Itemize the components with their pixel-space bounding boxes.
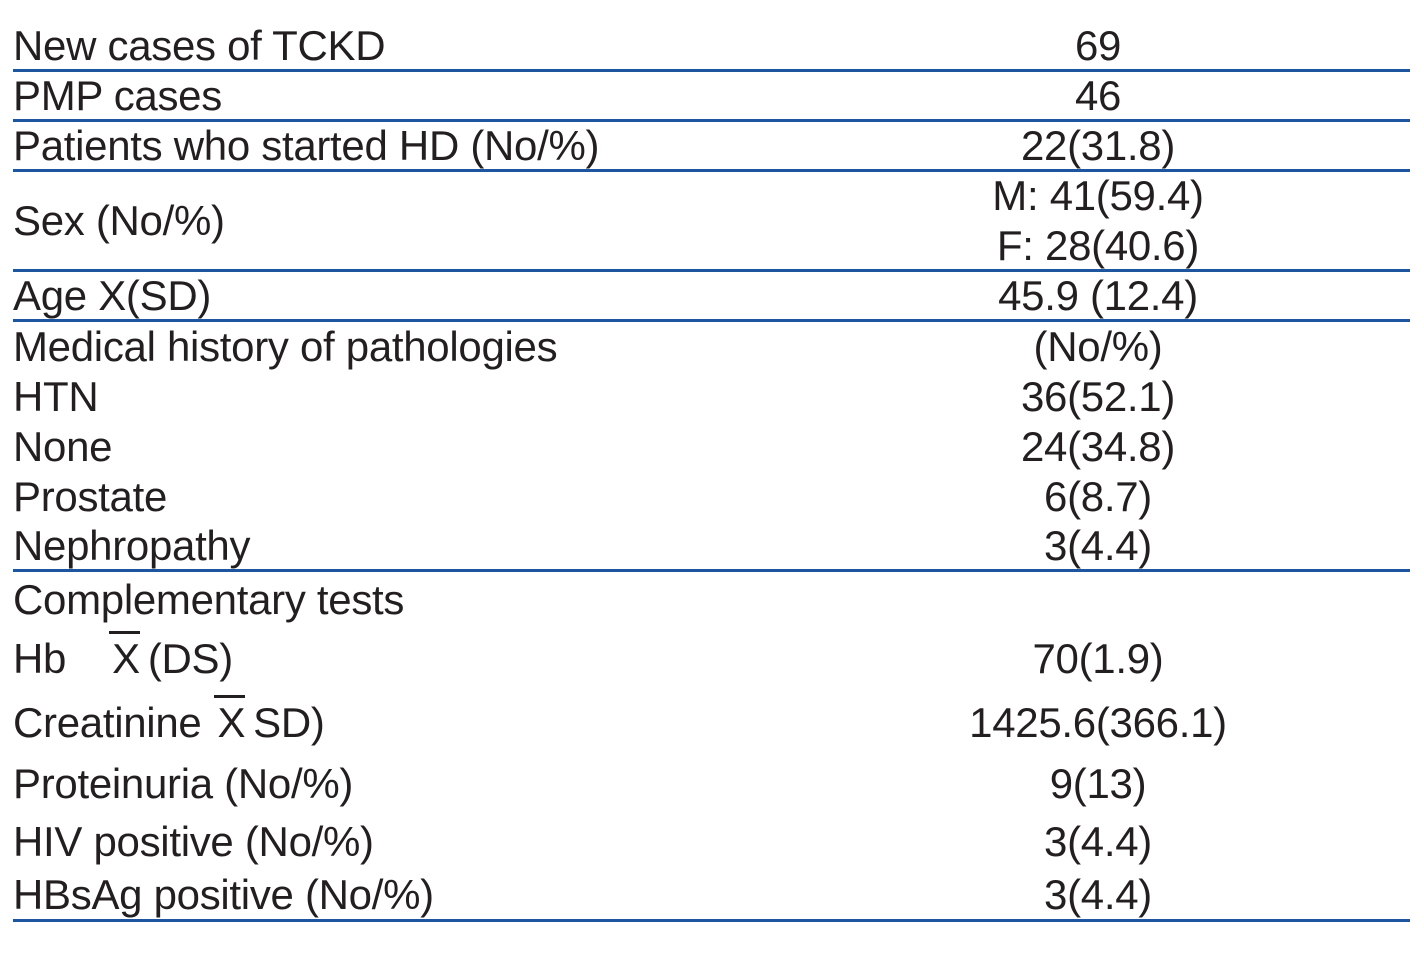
table-row: Sex (No/%) M: 41(59.4) F: 28(40.6) [13, 172, 1410, 272]
row-label: Nephropathy [13, 521, 251, 569]
mean-x-bar-symbol: X [214, 694, 246, 746]
row-label: HBsAg positive (No/%) [13, 871, 434, 918]
row-value: 6(8.7) [1044, 473, 1152, 520]
row-label: HTN [13, 373, 99, 420]
row-label: Creatinine X SD) [13, 694, 798, 747]
table-row-section-header: Medical history of pathologies (No/%) [13, 322, 1410, 372]
row-label: HIV positive (No/%) [13, 818, 374, 865]
table-row: HBsAg positive (No/%) 3(4.4) [13, 871, 1410, 922]
row-value: 70(1.9) [1032, 634, 1164, 682]
row-label: Hb X (DS) [13, 630, 798, 683]
row-value: (No/%) [1033, 323, 1163, 370]
row-value: 3(4.4) [1044, 818, 1152, 865]
row-label: Proteinuria (No/%) [13, 760, 354, 807]
row-value: 46 [1074, 71, 1122, 119]
row-value: 3(4.4) [1044, 521, 1152, 569]
row-value-line-female: F: 28(40.6) [996, 221, 1200, 269]
row-value: M: 41(59.4) F: 28(40.6) [798, 171, 1398, 271]
row-label: Age X(SD) [13, 271, 212, 319]
table-row-section-header: Complementary tests [13, 572, 1410, 627]
table-row: Proteinuria (No/%) 9(13) [13, 755, 1410, 813]
patient-summary-table: New cases of TCKD 69 PMP cases 46 Patien… [13, 22, 1410, 922]
table-row: Nephropathy 3(4.4) [13, 522, 1410, 572]
row-label-suffix: SD) [253, 698, 325, 746]
table-row: Patients who started HD (No/%) 22(31.8) [13, 122, 1410, 172]
table-row: Age X(SD) 45.9 (12.4) [13, 272, 1410, 322]
row-label: New cases of TCKD [13, 21, 386, 69]
mean-x-bar-symbol: X [109, 630, 140, 682]
row-value: 45.9 (12.4) [998, 271, 1198, 319]
row-label-suffix: (DS) [147, 634, 233, 682]
row-value: 9(13) [1049, 760, 1147, 807]
row-value: 3(4.4) [1044, 871, 1152, 918]
row-value: 22(31.8) [1020, 121, 1176, 169]
table-row: Creatinine X SD) 1425.6(366.1) [13, 690, 1410, 755]
row-value: 1425.6(366.1) [969, 698, 1227, 746]
table-row: PMP cases 46 [13, 72, 1410, 122]
table-row: Hb X (DS) 70(1.9) [13, 627, 1410, 690]
row-label: Complementary tests [13, 575, 405, 623]
row-label: Prostate [13, 473, 168, 520]
row-label: Patients who started HD (No/%) [13, 121, 600, 169]
row-label-prefix: Hb [13, 634, 67, 682]
row-value: 69 [1074, 21, 1122, 69]
table-row: Prostate 6(8.7) [13, 472, 1410, 522]
row-value: 36(52.1) [1020, 373, 1176, 420]
table-row: None 24(34.8) [13, 422, 1410, 472]
row-value-line-male: M: 41(59.4) [992, 171, 1204, 219]
row-value: 24(34.8) [1020, 423, 1176, 470]
row-label: Medical history of pathologies [13, 323, 558, 370]
row-label: PMP cases [13, 71, 222, 119]
table-row: New cases of TCKD 69 [13, 22, 1410, 72]
row-label: None [13, 423, 113, 470]
row-label: Sex (No/%) [13, 196, 225, 244]
table-row: HIV positive (No/%) 3(4.4) [13, 813, 1410, 871]
row-label-prefix: Creatinine [13, 698, 202, 746]
table-row: HTN 36(52.1) [13, 372, 1410, 422]
